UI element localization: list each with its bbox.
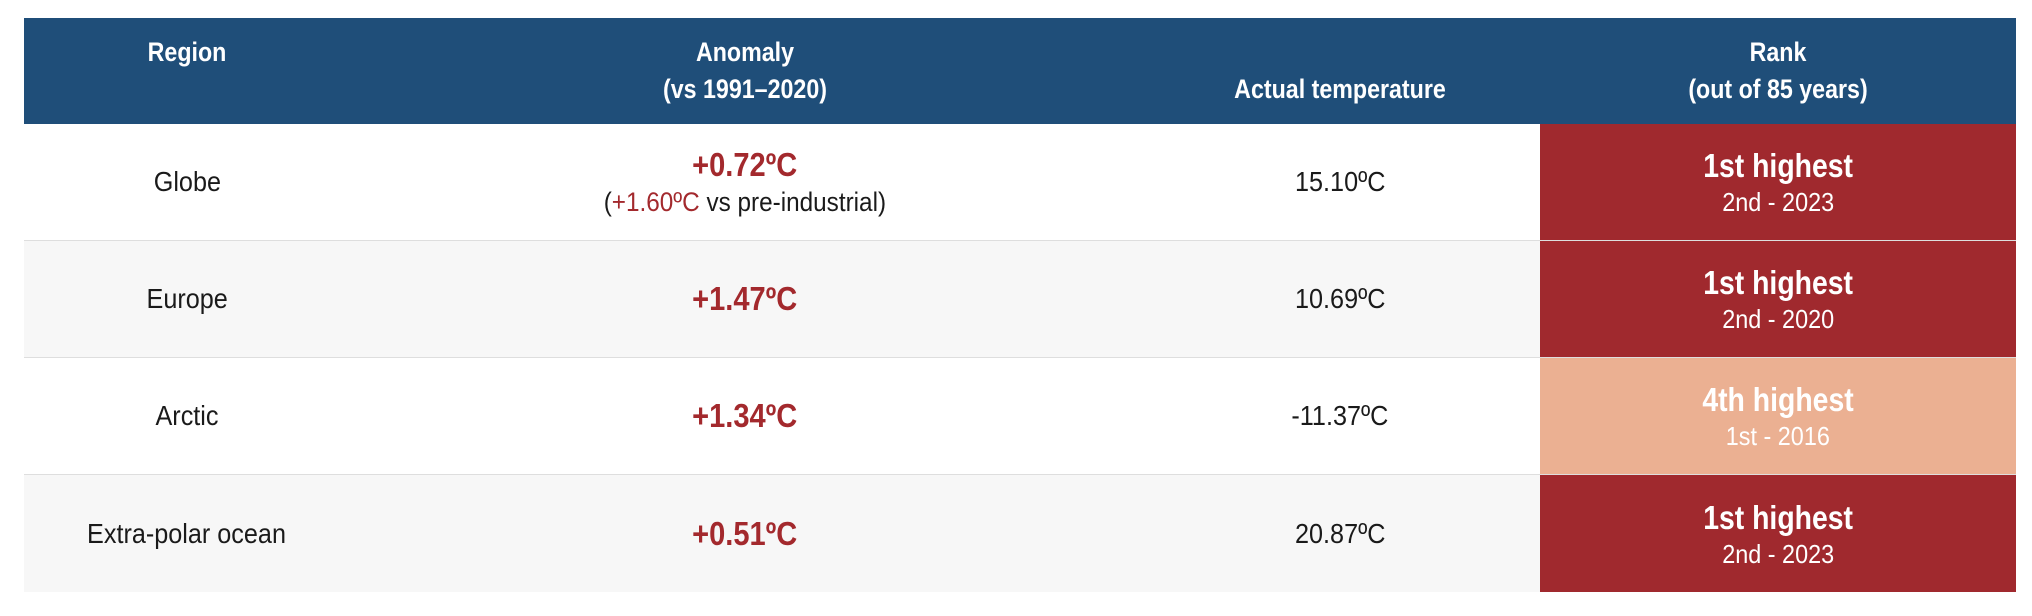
actual-cell: 10.69ºC bbox=[1140, 241, 1540, 357]
actual-temperature: 10.69ºC bbox=[1294, 283, 1386, 314]
region-name: Europe bbox=[146, 283, 228, 314]
rank-previous: 1st - 2016 bbox=[1725, 421, 1831, 451]
header-region-label: Region bbox=[147, 37, 227, 67]
header-anomaly-line2: (vs 1991–2020) bbox=[663, 74, 827, 104]
anomaly-cell: +0.72ºC (+1.60ºC vs pre-industrial) bbox=[350, 124, 1140, 240]
rank-previous: 2nd - 2020 bbox=[1722, 304, 1834, 334]
region-cell: Globe bbox=[24, 124, 350, 240]
rank-previous: 2nd - 2023 bbox=[1722, 538, 1834, 569]
region-name: Arctic bbox=[155, 400, 219, 431]
rank-value: 4th highest bbox=[1702, 381, 1854, 418]
table-row: Arctic +1.34ºC -11.37ºC 4th highest 1st … bbox=[24, 358, 2016, 475]
anomaly-preindustrial-note: (+1.60ºC vs pre-industrial) bbox=[604, 185, 886, 219]
region-name: Globe bbox=[153, 166, 221, 197]
rank-cell: 1st highest 2nd - 2023 bbox=[1540, 124, 2016, 240]
table-header: Region Anomaly (vs 1991–2020) Actual tem… bbox=[24, 18, 2016, 124]
header-actual-label: Actual temperature bbox=[1234, 74, 1446, 104]
anomaly-cell: +0.51ºC bbox=[350, 475, 1140, 592]
anomaly-value: +0.51ºC bbox=[692, 514, 798, 552]
header-region: Region bbox=[47, 18, 327, 124]
header-rank-line2: (out of 85 years) bbox=[1688, 74, 1868, 104]
note-value: +1.60ºC bbox=[611, 187, 700, 217]
rank-cell: 4th highest 1st - 2016 bbox=[1540, 358, 2016, 474]
region-cell: Extra-polar ocean bbox=[24, 475, 350, 592]
actual-temperature: 20.87ºC bbox=[1294, 517, 1386, 549]
anomaly-value: +1.34ºC bbox=[692, 397, 798, 434]
climate-summary-table: Region Anomaly (vs 1991–2020) Actual tem… bbox=[24, 18, 2016, 592]
rank-previous: 2nd - 2023 bbox=[1722, 187, 1834, 217]
anomaly-cell: +1.34ºC bbox=[350, 358, 1140, 474]
region-cell: Europe bbox=[24, 241, 350, 357]
actual-cell: 20.87ºC bbox=[1140, 475, 1540, 592]
actual-cell: -11.37ºC bbox=[1140, 358, 1540, 474]
header-anomaly: Anomaly (vs 1991–2020) bbox=[405, 18, 1084, 124]
anomaly-value: +0.72ºC bbox=[692, 146, 798, 183]
note-rest: vs pre-industrial) bbox=[699, 187, 887, 217]
rank-cell: 1st highest 2nd - 2023 bbox=[1540, 475, 2016, 592]
table-row: Europe +1.47ºC 10.69ºC 1st highest 2nd -… bbox=[24, 241, 2016, 358]
note-open: ( bbox=[603, 187, 612, 217]
table-row: Extra-polar ocean +0.51ºC 20.87ºC 1st hi… bbox=[24, 475, 2016, 592]
anomaly-value: +1.47ºC bbox=[692, 280, 798, 317]
table-row: Globe +0.72ºC (+1.60ºC vs pre-industrial… bbox=[24, 124, 2016, 241]
rank-value: 1st highest bbox=[1703, 264, 1853, 301]
header-anomaly-line1: Anomaly bbox=[695, 37, 795, 67]
actual-cell: 15.10ºC bbox=[1140, 124, 1540, 240]
header-rank-line1: Rank bbox=[1749, 37, 1807, 67]
actual-temperature: -11.37ºC bbox=[1291, 400, 1389, 431]
header-actual: Actual temperature bbox=[1168, 18, 1512, 124]
actual-temperature: 15.10ºC bbox=[1294, 166, 1386, 197]
rank-cell: 1st highest 2nd - 2020 bbox=[1540, 241, 2016, 357]
header-rank: Rank (out of 85 years) bbox=[1573, 18, 1982, 124]
rank-value: 1st highest bbox=[1703, 147, 1853, 184]
region-cell: Arctic bbox=[24, 358, 350, 474]
region-name: Extra-polar ocean bbox=[87, 517, 287, 549]
anomaly-cell: +1.47ºC bbox=[350, 241, 1140, 357]
rank-value: 1st highest bbox=[1703, 498, 1853, 536]
